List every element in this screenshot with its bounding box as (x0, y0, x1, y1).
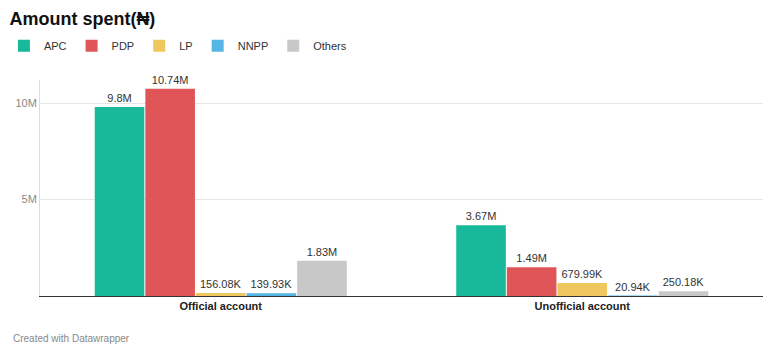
svg-text:10.74M: 10.74M (152, 74, 189, 86)
svg-text:APC: APC (44, 40, 67, 52)
svg-text:NNPP: NNPP (238, 40, 269, 52)
svg-text:10M: 10M (15, 97, 36, 109)
svg-text:Amount spent(₦): Amount spent(₦) (9, 9, 155, 29)
svg-text:Unofficial account: Unofficial account (535, 300, 631, 312)
svg-text:PDP: PDP (112, 40, 135, 52)
svg-text:9.8M: 9.8M (107, 92, 131, 104)
svg-text:Created with Datawrapper: Created with Datawrapper (13, 333, 130, 344)
svg-text:1.49M: 1.49M (516, 252, 547, 264)
svg-text:679.99K: 679.99K (561, 268, 603, 280)
svg-text:156.08K: 156.08K (200, 278, 242, 290)
svg-text:20.94K: 20.94K (615, 281, 651, 293)
svg-text:250.18K: 250.18K (663, 276, 705, 288)
svg-text:Official account: Official account (179, 300, 262, 312)
svg-text:LP: LP (179, 40, 192, 52)
svg-text:139.93K: 139.93K (251, 278, 293, 290)
svg-text:3.67M: 3.67M (466, 210, 497, 222)
svg-text:5M: 5M (22, 193, 37, 205)
svg-text:1.83M: 1.83M (307, 246, 338, 258)
svg-text:Others: Others (313, 40, 347, 52)
